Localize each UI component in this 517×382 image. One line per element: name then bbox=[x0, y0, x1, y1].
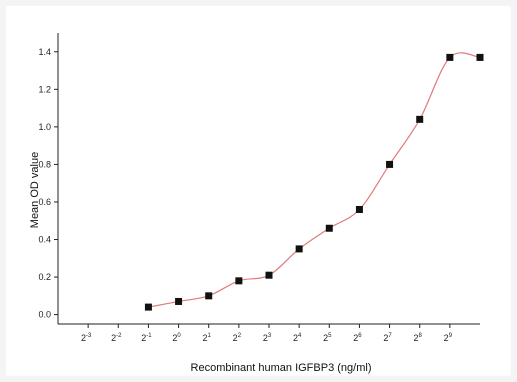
y-tick-label: 0.8 bbox=[38, 159, 51, 169]
x-tick-label: 20 bbox=[172, 333, 181, 343]
data-point bbox=[416, 115, 424, 123]
chart-panel bbox=[6, 6, 511, 376]
fit-curve-layer bbox=[148, 52, 481, 308]
y-tick-label: 1.0 bbox=[38, 122, 51, 132]
ticks: 0.0 0.2 0.4 0.6 0.8 1.0 1.2 1.4 2-3 2-2 2-1 20 21 22 2… bbox=[38, 47, 452, 343]
data-point bbox=[295, 245, 303, 253]
points-layer bbox=[144, 53, 484, 311]
y-tick-label: 0.2 bbox=[38, 272, 51, 282]
axes bbox=[57, 33, 480, 325]
data-point bbox=[386, 160, 394, 168]
x-tick-label: 2-3 bbox=[81, 333, 92, 343]
x-tick-label: 22 bbox=[233, 333, 242, 343]
data-point bbox=[355, 205, 363, 213]
y-tick-label: 0.6 bbox=[38, 197, 51, 207]
y-tick-label: 0.0 bbox=[38, 310, 51, 320]
x-axis-title: Recombinant human IGFBP3 (ng/ml) bbox=[191, 362, 372, 374]
x-tick-label: 2-2 bbox=[111, 333, 122, 343]
y-axis-title: Mean OD value bbox=[29, 152, 41, 228]
y-tick-label: 1.2 bbox=[38, 84, 51, 94]
data-point bbox=[325, 224, 333, 232]
x-tick-label: 26 bbox=[353, 333, 362, 343]
data-point bbox=[175, 297, 183, 305]
y-tick-label: 0.4 bbox=[38, 235, 51, 245]
data-point bbox=[205, 292, 213, 300]
x-tick-label: 23 bbox=[263, 333, 272, 343]
x-tick-label: 28 bbox=[414, 333, 423, 343]
data-point bbox=[144, 303, 152, 311]
x-tick-label: 21 bbox=[203, 333, 212, 343]
x-tick-label: 25 bbox=[323, 333, 332, 343]
x-tick-label: 27 bbox=[383, 333, 392, 343]
data-point bbox=[265, 271, 273, 279]
fit-curve bbox=[148, 52, 481, 308]
y-tick-label: 1.4 bbox=[38, 47, 51, 57]
x-tick-label: 29 bbox=[444, 333, 453, 343]
data-point bbox=[446, 53, 454, 61]
x-tick-label: 24 bbox=[293, 333, 302, 343]
x-tick-label: 2-1 bbox=[141, 333, 152, 343]
data-point bbox=[476, 53, 484, 61]
data-point bbox=[235, 277, 243, 285]
